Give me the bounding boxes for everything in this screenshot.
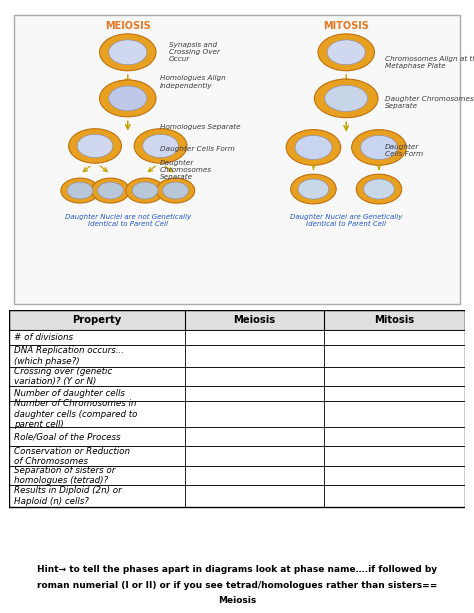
Text: Meiosis: Meiosis bbox=[234, 314, 275, 325]
Text: DNA Replication occurs...
(which phase?): DNA Replication occurs... (which phase?) bbox=[14, 346, 124, 366]
Bar bbox=[9, 310, 465, 330]
Text: Property: Property bbox=[73, 314, 122, 325]
Text: Homologues Separate: Homologues Separate bbox=[160, 124, 240, 130]
Ellipse shape bbox=[91, 178, 129, 203]
Ellipse shape bbox=[356, 174, 402, 204]
Text: Daughter
Chromosomes
Separate: Daughter Chromosomes Separate bbox=[160, 159, 212, 180]
Text: Mitosis: Mitosis bbox=[374, 314, 414, 325]
Text: Separation of sisters or
homologues (tetrad)?: Separation of sisters or homologues (tet… bbox=[14, 466, 115, 485]
Text: MEIOSIS: MEIOSIS bbox=[105, 21, 151, 31]
Ellipse shape bbox=[361, 135, 397, 159]
Ellipse shape bbox=[98, 182, 123, 199]
Ellipse shape bbox=[69, 129, 121, 163]
Text: Meiosis: Meiosis bbox=[218, 596, 256, 606]
Bar bbox=[9, 330, 465, 345]
Bar bbox=[9, 386, 465, 401]
Bar bbox=[9, 367, 465, 386]
Text: Crossing over (genetic
variation)? (Y or N): Crossing over (genetic variation)? (Y or… bbox=[14, 367, 112, 386]
Bar bbox=[9, 427, 465, 446]
Text: MITOSIS: MITOSIS bbox=[323, 21, 369, 31]
Ellipse shape bbox=[314, 79, 378, 118]
Ellipse shape bbox=[325, 85, 368, 112]
Text: Number of daughter cells: Number of daughter cells bbox=[14, 389, 125, 398]
Bar bbox=[9, 345, 465, 367]
Ellipse shape bbox=[77, 134, 113, 158]
Ellipse shape bbox=[318, 34, 374, 70]
Text: Homologues Align
Independently: Homologues Align Independently bbox=[160, 75, 226, 89]
Text: Daughter Nuclei are Genetically
Identical to Parent Cell: Daughter Nuclei are Genetically Identica… bbox=[290, 214, 402, 227]
Ellipse shape bbox=[109, 40, 147, 65]
Text: Daughter Chromosomes
Separate: Daughter Chromosomes Separate bbox=[385, 96, 474, 110]
Ellipse shape bbox=[126, 178, 164, 203]
Text: Daughter
Cells Form: Daughter Cells Form bbox=[385, 144, 423, 157]
Text: roman numerial (I or II) or if you see tetrad/homologues rather than sisters==: roman numerial (I or II) or if you see t… bbox=[37, 581, 437, 590]
Text: Hint→ to tell the phases apart in diagrams look at phase name….if followed by: Hint→ to tell the phases apart in diagra… bbox=[37, 565, 437, 574]
Ellipse shape bbox=[100, 34, 156, 70]
Ellipse shape bbox=[364, 179, 394, 199]
Ellipse shape bbox=[134, 129, 187, 163]
Ellipse shape bbox=[61, 178, 99, 203]
Text: Number of Chromosomes in
daughter cells (compared to
parent cell): Number of Chromosomes in daughter cells … bbox=[14, 399, 137, 429]
Bar bbox=[9, 485, 465, 507]
Ellipse shape bbox=[291, 174, 336, 204]
Ellipse shape bbox=[163, 182, 189, 199]
Text: Synapsis and
Crossing Over
Occur: Synapsis and Crossing Over Occur bbox=[169, 42, 220, 63]
Ellipse shape bbox=[298, 179, 329, 199]
Ellipse shape bbox=[143, 134, 178, 158]
Bar bbox=[9, 401, 465, 427]
Ellipse shape bbox=[295, 135, 332, 159]
Ellipse shape bbox=[67, 182, 93, 199]
Text: Role/Goal of the Process: Role/Goal of the Process bbox=[14, 432, 120, 441]
Text: Conservation or Reduction
of Chromosomes: Conservation or Reduction of Chromosomes bbox=[14, 447, 130, 466]
Ellipse shape bbox=[286, 129, 341, 166]
Text: Chromosomes Align at the
Metaphase Plate: Chromosomes Align at the Metaphase Plate bbox=[385, 56, 474, 69]
FancyBboxPatch shape bbox=[14, 15, 460, 303]
Text: Daughter Nuclei are not Genetically
Identical to Parent Cell: Daughter Nuclei are not Genetically Iden… bbox=[65, 214, 191, 227]
Bar bbox=[9, 310, 465, 507]
Bar bbox=[9, 446, 465, 466]
Ellipse shape bbox=[100, 80, 156, 117]
Text: # of divisions: # of divisions bbox=[14, 333, 73, 342]
Text: Daughter Cells Form: Daughter Cells Form bbox=[160, 146, 235, 152]
Text: Results in Diploid (2n) or
Haploid (n) cells?: Results in Diploid (2n) or Haploid (n) c… bbox=[14, 486, 122, 506]
Ellipse shape bbox=[327, 40, 365, 65]
Ellipse shape bbox=[132, 182, 158, 199]
Bar bbox=[9, 466, 465, 485]
Ellipse shape bbox=[156, 178, 195, 203]
Ellipse shape bbox=[352, 129, 406, 166]
Ellipse shape bbox=[109, 86, 147, 111]
